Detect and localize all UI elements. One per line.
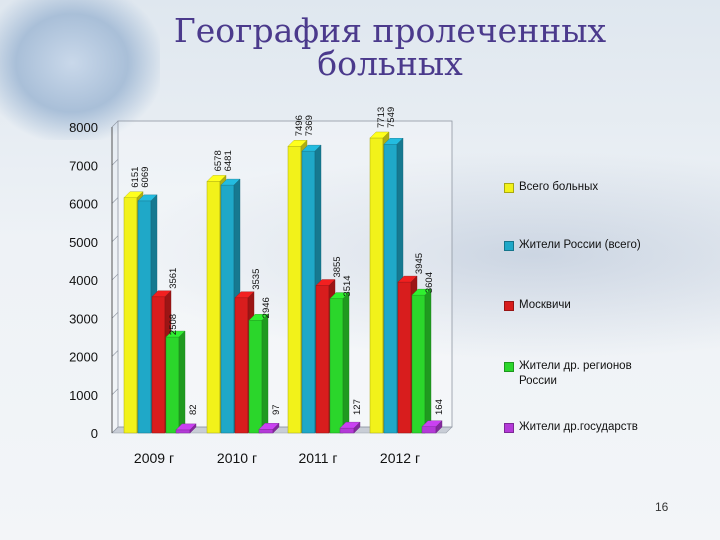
- y-gridline-2: [111, 350, 119, 357]
- data-label-regions-2: 3514: [342, 275, 353, 296]
- data-label-moscow-1: 3535: [251, 269, 262, 290]
- legend-item-russia: Жители России (всего): [504, 238, 669, 253]
- bar-side-foreign-0: [189, 423, 197, 434]
- data-label-foreign-3: 164: [434, 399, 445, 415]
- legend-swatch-total: [504, 183, 514, 193]
- bar-foreign-2: [339, 427, 355, 434]
- y-gridline-6: [111, 197, 119, 204]
- bar-side-regions-1: [261, 313, 269, 434]
- data-label-russia-3: 7549: [386, 107, 397, 128]
- bar-regions-0: [165, 336, 180, 434]
- data-label-russia-2: 7369: [304, 115, 315, 136]
- bar-moscow-1: [234, 297, 249, 434]
- y-tick-label-1: 1000: [69, 388, 98, 403]
- bar-russia-2: [301, 150, 316, 434]
- bar-russia-3: [383, 144, 398, 434]
- legend-swatch-foreign: [504, 423, 514, 433]
- bar-moscow-0: [151, 296, 166, 434]
- data-label-total-1: 6578: [213, 150, 224, 171]
- bar-side-regions-0: [178, 330, 186, 434]
- data-label-foreign-2: 127: [352, 399, 363, 415]
- y-tick-label-8: 8000: [69, 120, 98, 135]
- background-photo: [0, 0, 160, 140]
- bar-foreign-0: [175, 429, 191, 434]
- legend-item-regions: Жители др. регионов России: [504, 359, 669, 389]
- y-tick-label-3: 3000: [69, 311, 98, 326]
- legend-item-moscow: Москвичи: [504, 298, 669, 313]
- data-label-russia-0: 6069: [140, 167, 151, 188]
- bar-side-regions-2: [342, 292, 350, 434]
- data-label-total-3: 7713: [376, 107, 387, 128]
- y-tick-label-5: 5000: [69, 235, 98, 250]
- bar-russia-0: [137, 200, 152, 434]
- bar-side-foreign-2: [353, 421, 361, 434]
- bar-side-regions-3: [424, 288, 432, 434]
- y-gridline-1: [111, 388, 119, 395]
- data-label-moscow-0: 3561: [168, 268, 179, 289]
- bar-total-1: [206, 181, 221, 434]
- bar-total-2: [287, 146, 302, 434]
- title-line-2: больных: [317, 44, 463, 83]
- x-tick-label-1: 2010 г: [217, 450, 257, 466]
- y-gridline-8: [111, 120, 119, 128]
- data-label-total-0: 6151: [130, 167, 141, 188]
- data-label-regions-0: 2508: [168, 314, 179, 335]
- legend-swatch-regions: [504, 362, 514, 372]
- page-number: 16: [655, 500, 669, 514]
- legend-swatch-moscow: [504, 301, 514, 311]
- y-gridline-3: [111, 312, 119, 319]
- data-label-foreign-0: 82: [188, 404, 199, 415]
- y-tick-label-6: 6000: [69, 197, 98, 212]
- bar-foreign-1: [258, 429, 274, 434]
- y-gridline-7: [111, 159, 119, 166]
- bar-russia-1: [220, 184, 235, 434]
- data-label-moscow-2: 3855: [332, 256, 343, 277]
- bar-regions-3: [411, 294, 426, 434]
- legend-label-regions: Жители др. регионов России: [519, 360, 632, 387]
- data-label-regions-3: 3604: [424, 272, 435, 293]
- y-tick-label-7: 7000: [69, 158, 98, 173]
- data-label-moscow-3: 3945: [414, 253, 425, 274]
- bar-moscow-3: [397, 281, 412, 434]
- bar-regions-1: [248, 320, 263, 434]
- y-tick-label-4: 4000: [69, 273, 98, 288]
- y-gridline-4: [111, 273, 119, 281]
- y-tick-label-0: 0: [91, 426, 98, 441]
- legend-label-russia: Жители России (всего): [519, 239, 641, 251]
- bar-total-3: [369, 137, 384, 434]
- legend-swatch-russia: [504, 241, 514, 251]
- legend-label-total: Всего больных: [519, 181, 599, 193]
- x-tick-label-3: 2012 г: [380, 450, 420, 466]
- data-label-russia-1: 6481: [223, 150, 234, 171]
- bar-foreign-3: [421, 426, 437, 434]
- bar-side-foreign-1: [272, 422, 280, 434]
- legend-item-foreign: Жители др.государств: [504, 420, 669, 435]
- x-tick-label-2: 2011 г: [298, 450, 337, 466]
- bar-total-0: [123, 197, 138, 434]
- data-label-total-2: 7496: [294, 115, 305, 136]
- legend-item-total: Всего больных: [504, 180, 669, 195]
- legend-label-foreign: Жители др.государств: [519, 421, 638, 433]
- bar-side-foreign-3: [435, 420, 443, 434]
- y-tick-label-2: 2000: [69, 350, 98, 365]
- y-gridline-0: [111, 426, 119, 434]
- legend-label-moscow: Москвичи: [519, 299, 571, 311]
- data-label-regions-1: 2946: [261, 297, 272, 318]
- y-gridline-5: [111, 235, 119, 242]
- page-title: География пролеченных больных: [140, 14, 640, 80]
- data-label-foreign-1: 97: [271, 404, 282, 415]
- bar-moscow-2: [315, 285, 330, 434]
- bar-regions-2: [329, 298, 344, 434]
- x-tick-label-0: 2009 г: [134, 450, 174, 466]
- title-line-1: География пролеченных: [173, 11, 607, 50]
